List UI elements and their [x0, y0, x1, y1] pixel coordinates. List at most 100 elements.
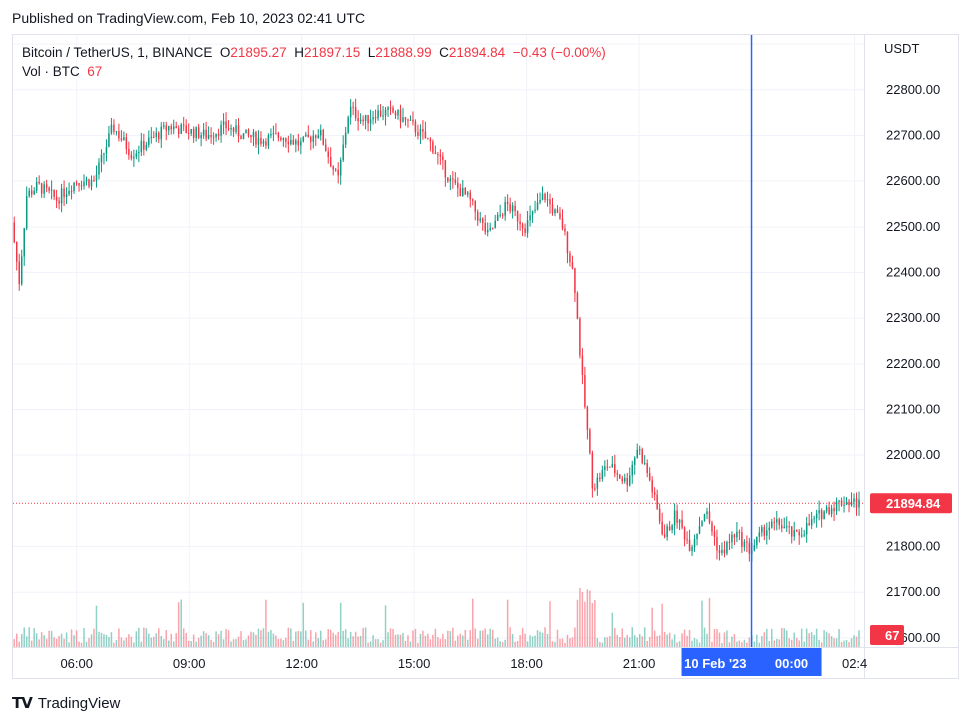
candle-body	[666, 526, 668, 537]
volume-bar	[481, 630, 484, 647]
volume-bar	[574, 627, 576, 647]
candle-body	[805, 523, 808, 535]
volume-bar	[38, 639, 40, 647]
volume-bar	[419, 633, 422, 647]
volume-bar	[576, 599, 579, 647]
volume-bar	[327, 629, 329, 647]
candle-body	[843, 504, 845, 506]
candle-body	[474, 200, 477, 212]
candle-body	[252, 131, 255, 138]
volume-bar	[686, 635, 688, 647]
candle-body	[693, 539, 696, 547]
candle-body	[347, 117, 349, 133]
volume-bar	[70, 629, 73, 647]
low-label: L	[367, 45, 376, 60]
tradingview-logo-icon: 𝗧𝗩	[12, 695, 33, 712]
volume-bar	[848, 641, 850, 647]
candle-body	[73, 182, 75, 192]
candle-body	[686, 539, 688, 541]
candle-body	[143, 141, 145, 150]
candle-body	[357, 118, 359, 122]
candle-body	[626, 477, 629, 486]
volume-label[interactable]: Vol · BTC	[22, 64, 80, 79]
volume-bar	[429, 639, 432, 647]
candle-body	[307, 134, 310, 137]
volume-bar	[678, 641, 681, 647]
candle-body	[245, 129, 247, 134]
candle-body	[362, 119, 364, 121]
volume-bar	[586, 589, 589, 647]
candle-body	[815, 513, 818, 519]
volume-bar	[68, 642, 70, 647]
volume-bar	[609, 636, 611, 647]
brand-footer[interactable]: 𝗧𝗩 TradingView	[12, 694, 121, 713]
volume-bar	[402, 632, 404, 647]
candle-body	[758, 532, 761, 537]
volume-bar	[519, 635, 521, 647]
volume-bar	[491, 629, 494, 647]
candle-body	[698, 526, 701, 534]
last-price-badge	[870, 493, 952, 514]
candle-body	[422, 129, 424, 132]
volume-bar	[810, 632, 813, 647]
candle-body	[853, 498, 855, 502]
candle-body	[95, 174, 98, 181]
volume-bar	[599, 641, 601, 647]
volume-bar	[412, 630, 414, 647]
currency-label: USDT	[884, 41, 919, 56]
volume-bar	[554, 641, 556, 647]
volume-bar	[591, 602, 594, 647]
candle-body	[280, 137, 282, 140]
volume-bar	[708, 598, 711, 647]
volume-bar	[614, 628, 616, 647]
brand-name: TradingView	[37, 694, 121, 712]
volume-bar	[207, 635, 210, 647]
chart-frame	[12, 34, 959, 679]
symbol-label[interactable]: Bitcoin / TetherUS, 1, BINANCE	[22, 45, 213, 60]
candle-body	[93, 179, 95, 181]
candle-body	[514, 205, 516, 211]
candle-body	[292, 139, 295, 145]
candle-body	[392, 107, 394, 113]
candle-body	[479, 218, 481, 221]
volume-bar	[561, 638, 564, 647]
volume-bar	[643, 627, 646, 647]
volume-bar	[653, 630, 656, 647]
volume-bar	[220, 630, 222, 647]
volume-bar	[534, 635, 536, 647]
volume-bar	[506, 599, 509, 647]
candle-body	[653, 492, 656, 495]
volume-bar	[594, 599, 596, 647]
candle-body	[55, 196, 58, 201]
volume-bar	[853, 635, 855, 647]
candle-body	[270, 134, 272, 136]
volume-bar	[347, 638, 349, 647]
volume-bar	[28, 627, 30, 647]
candle-body	[205, 129, 207, 139]
candle-body	[352, 106, 354, 108]
candle-body	[230, 127, 232, 130]
candle-body	[808, 523, 810, 526]
volume-bar	[422, 630, 424, 647]
volume-bar	[763, 632, 766, 647]
volume-bar	[232, 639, 235, 647]
candle-body	[48, 187, 50, 191]
candle-body	[614, 464, 616, 474]
candle-body	[63, 188, 65, 198]
volume-bar	[100, 632, 103, 647]
volume-bar	[317, 638, 320, 647]
volume-bar	[452, 627, 454, 647]
volume-bar	[135, 631, 138, 647]
volume-bar	[295, 631, 297, 647]
volume-bar	[98, 631, 100, 647]
volume-bar	[90, 634, 93, 647]
volume-bar	[504, 639, 506, 647]
volume-bar	[823, 630, 825, 647]
candle-body	[643, 463, 646, 465]
candle-body	[255, 131, 257, 145]
volume-bar	[778, 639, 781, 647]
candle-body	[412, 119, 414, 122]
volume-bar	[758, 642, 761, 647]
volume-bar	[409, 641, 412, 647]
